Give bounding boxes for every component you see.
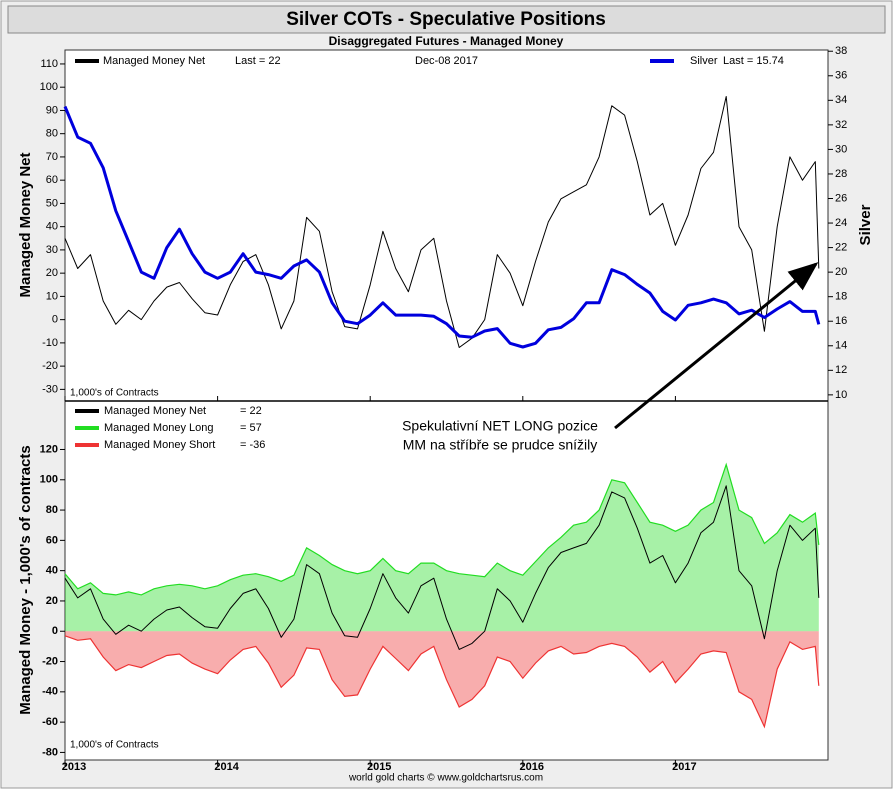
y-tick-label: -30: [42, 383, 58, 395]
y2-tick-label: 34: [835, 94, 847, 106]
y-tick-label: 110: [40, 58, 58, 70]
y-tick-label: 80: [46, 128, 58, 140]
annotation-arrow: [614, 262, 819, 430]
legend-last: Last = 22: [235, 55, 281, 67]
y2-tick-label: 16: [835, 315, 847, 327]
annotation: Spekulativní NET LONG pozice: [402, 418, 598, 434]
units-label: 1,000's of Contracts: [70, 388, 159, 399]
legend-label: Silver: [690, 55, 718, 67]
y2-tick-label: 32: [835, 119, 847, 131]
legend-label: Managed Money Net: [104, 405, 206, 417]
y2-tick-label: 14: [835, 340, 847, 352]
legend-label: Managed Money Net: [103, 55, 205, 67]
y2-tick-label: 24: [835, 217, 847, 229]
y-tick-label: 20: [46, 595, 58, 607]
date-label: Dec-08 2017: [415, 55, 478, 67]
y-tick-label: 80: [46, 504, 58, 516]
area-edge: [64, 635, 820, 729]
y-tick-label: 10: [46, 290, 58, 302]
y2-tick-label: 28: [835, 168, 847, 180]
x-tick-label: 2016: [520, 761, 544, 773]
line: [64, 485, 820, 650]
y-tick-label: -80: [42, 746, 58, 758]
y-tick-label: 100: [40, 474, 58, 486]
y-tick-label: 50: [46, 197, 58, 209]
source: world gold charts © www.goldchartsrus.co…: [348, 773, 543, 784]
y2-tick-label: 26: [835, 192, 847, 204]
y-tick-label: 90: [46, 104, 58, 116]
line: [64, 96, 820, 348]
y2-tick-label: 18: [835, 291, 847, 303]
units-label: 1,000's of Contracts: [70, 740, 159, 751]
y-tick-label: 0: [52, 314, 58, 326]
area: [65, 631, 819, 727]
chart-subtitle: Disaggregated Futures - Managed Money: [329, 34, 564, 48]
x-tick-label: 2017: [672, 761, 696, 773]
y2-tick-label: 38: [835, 45, 847, 57]
legend-last: Last = 15.74: [723, 55, 784, 67]
y2-tick-label: 36: [835, 70, 847, 82]
y-tick-label: 0: [52, 625, 58, 637]
annotation: MM na stříbře se prudce snížily: [403, 437, 598, 453]
y-tick-label: 60: [46, 174, 58, 186]
y-axis-title: Managed Money Net: [17, 152, 34, 297]
y-tick-label: -20: [42, 360, 58, 372]
y-tick-label: 20: [46, 267, 58, 279]
legend-label: Managed Money Short: [104, 439, 215, 451]
legend-label: Managed Money Long: [104, 422, 213, 434]
y-axis-title: Managed Money - 1,000's of contracts: [17, 445, 34, 714]
y-tick-label: 120: [40, 443, 58, 455]
title-box: [7, 5, 886, 34]
y-tick-label: -10: [42, 337, 58, 349]
y-tick-label: 40: [46, 221, 58, 233]
plot-layer: [63, 96, 821, 729]
y2-tick-label: 22: [835, 241, 847, 253]
x-tick-label: 2014: [214, 761, 239, 773]
x-tick-label: 2015: [367, 761, 391, 773]
y-tick-label: 40: [46, 565, 58, 577]
y-tick-label: -20: [42, 655, 58, 667]
y-tick-label: 60: [46, 534, 58, 546]
y2-tick-label: 20: [835, 266, 847, 278]
area-edge: [64, 462, 820, 596]
legend-last: = -36: [240, 439, 265, 451]
y-tick-label: 70: [46, 151, 58, 163]
chart-title: Silver COTs - Speculative Positions: [286, 9, 606, 30]
y-tick-label: 100: [40, 81, 58, 93]
x-tick-label: 2013: [62, 761, 86, 773]
y2-axis-title: Silver: [857, 204, 874, 245]
y2-tick-label: 12: [835, 364, 847, 376]
y-tick-label: -60: [42, 716, 58, 728]
legend-last: = 22: [240, 405, 262, 417]
y-tick-label: -40: [42, 686, 58, 698]
y2-tick-label: 10: [835, 389, 847, 401]
y2-tick-label: 30: [835, 143, 847, 155]
line: [63, 105, 821, 349]
y-tick-label: 30: [46, 244, 58, 256]
legend-last: = 57: [240, 422, 262, 434]
